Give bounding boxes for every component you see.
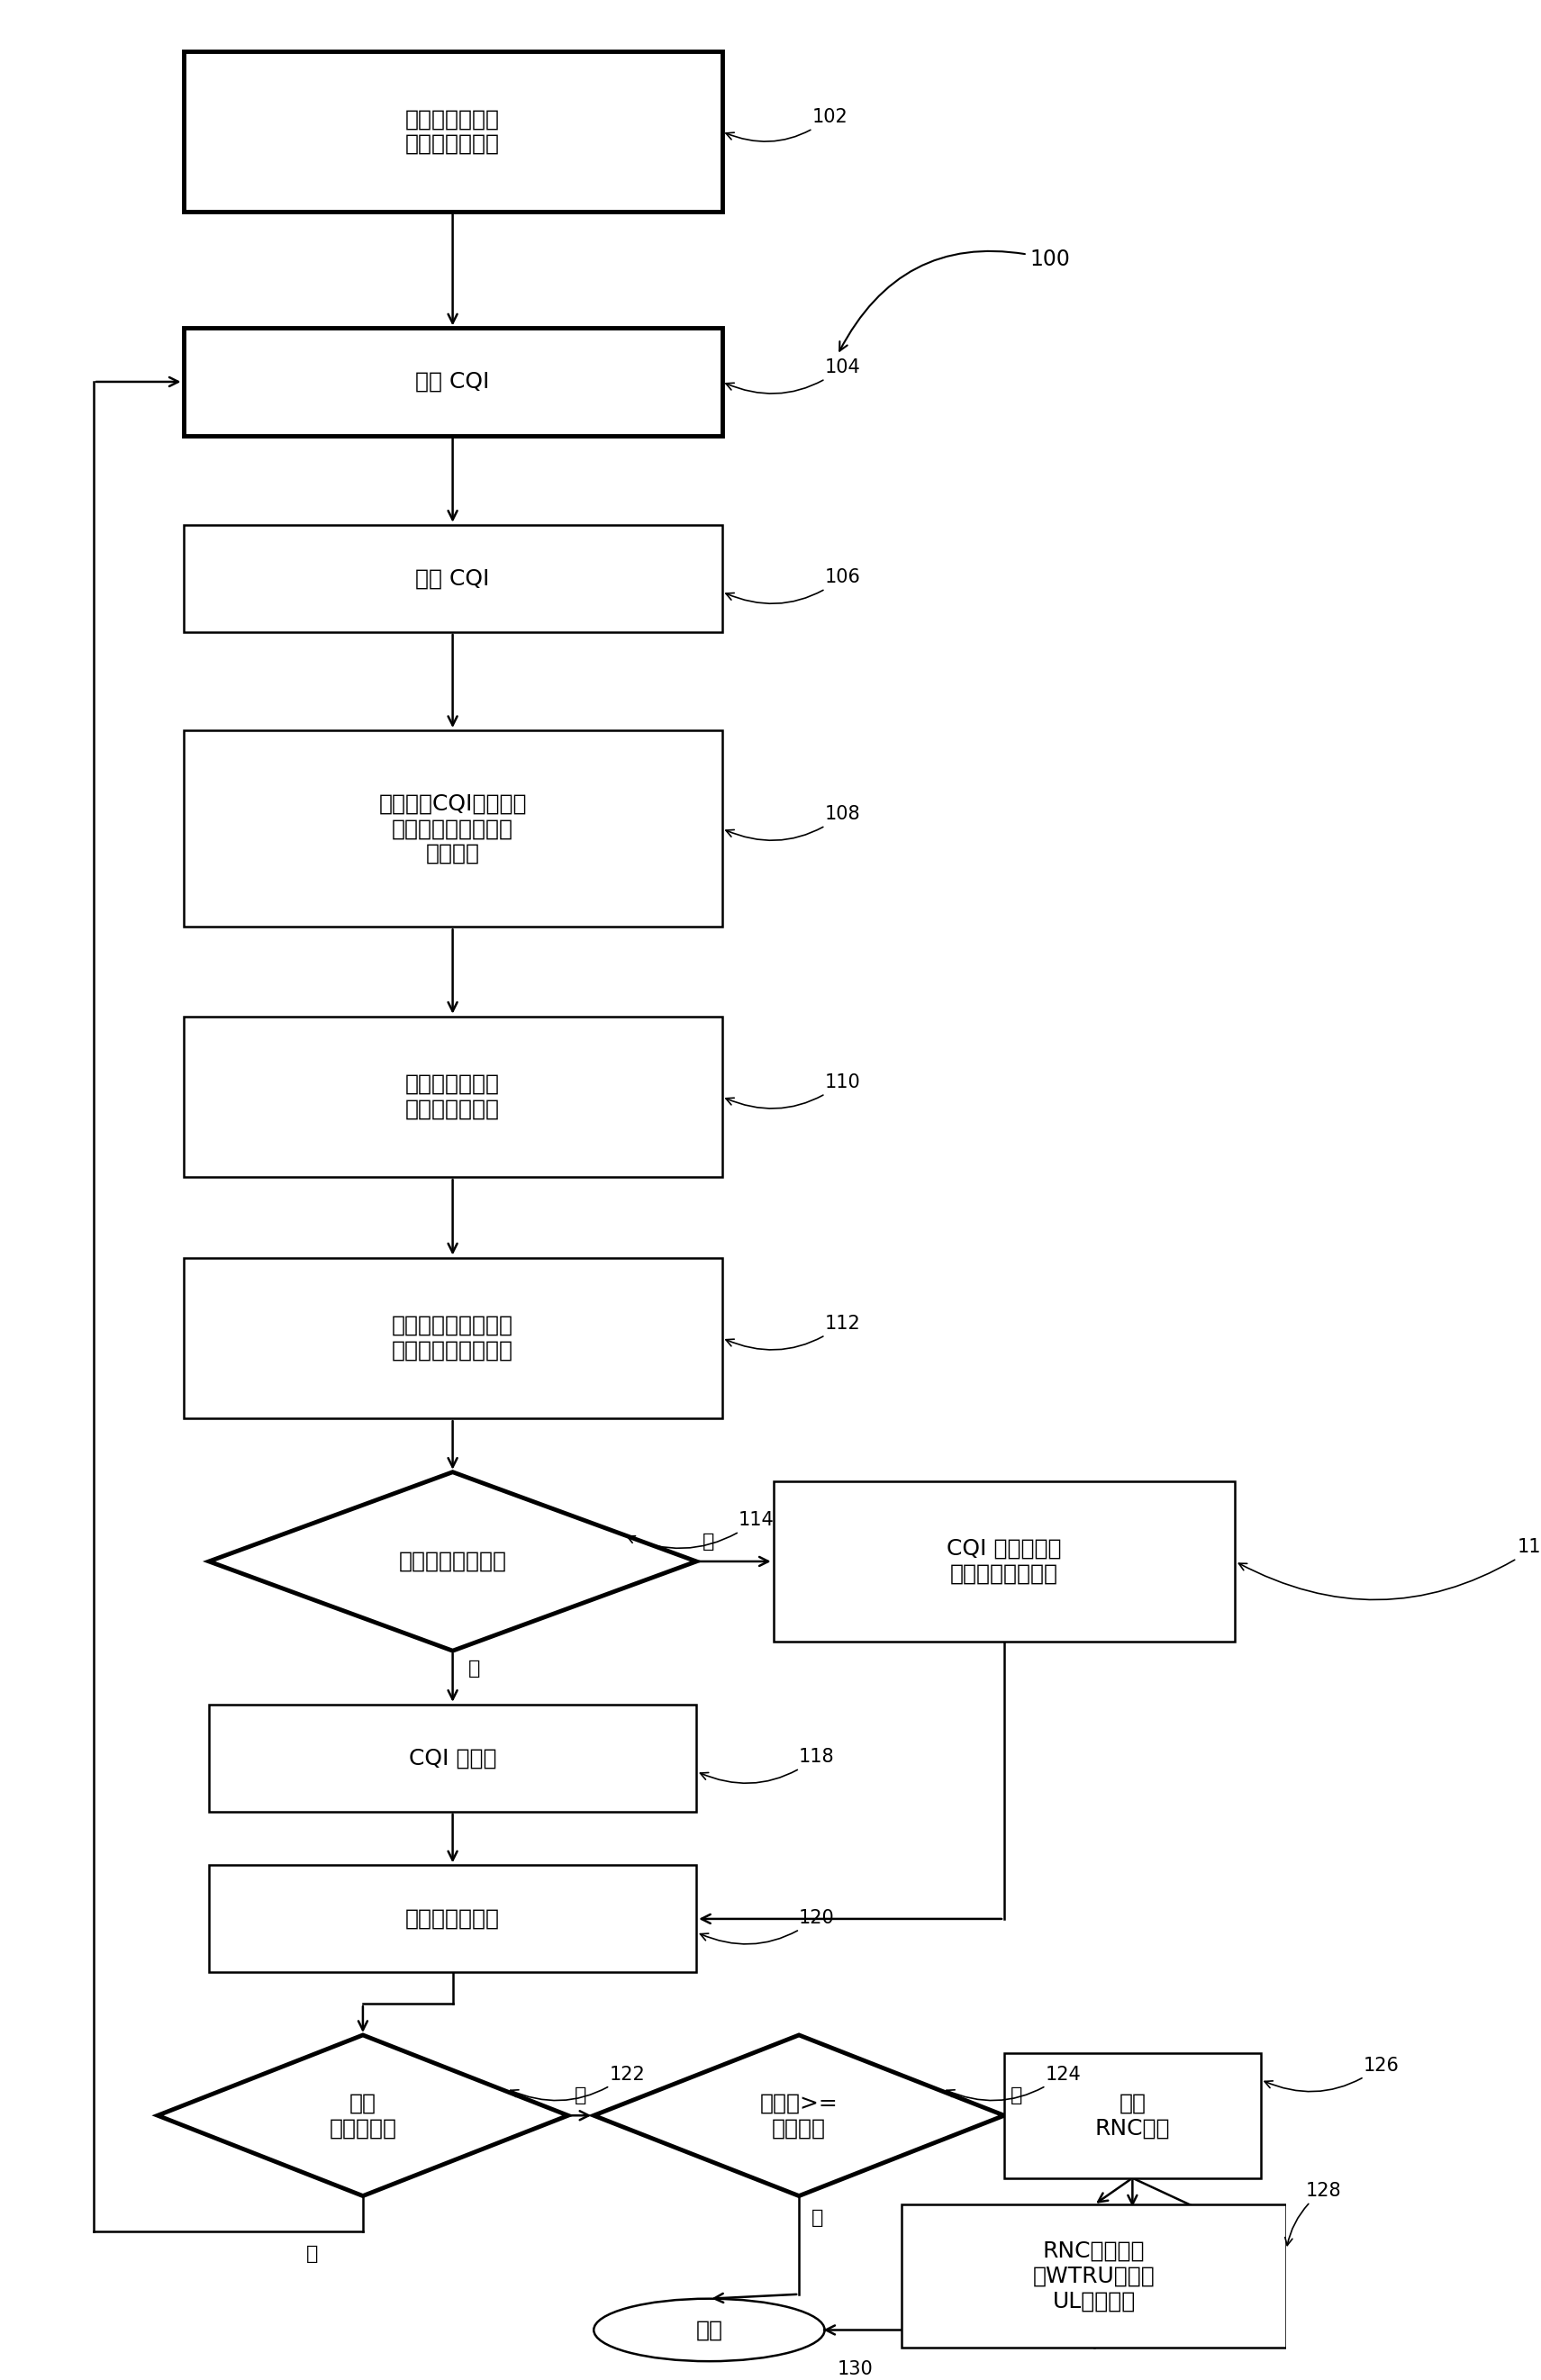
Text: 116: 116: [1239, 1537, 1541, 1599]
Text: 128: 128: [1285, 2182, 1341, 2244]
Text: 接收 CQI: 接收 CQI: [416, 371, 490, 393]
Text: 100: 100: [840, 248, 1071, 350]
Text: 126: 126: [1265, 2056, 1399, 2092]
Bar: [183, 328, 723, 436]
Text: 是: 是: [703, 1533, 715, 1552]
Text: CQI 是好的: CQI 是好的: [408, 1747, 496, 1768]
Text: 120: 120: [700, 1909, 835, 1944]
Polygon shape: [210, 1473, 697, 1652]
Text: 是: 是: [575, 2087, 587, 2104]
Text: 增加计数器的量: 增加计数器的量: [405, 1909, 499, 1930]
Polygon shape: [593, 2035, 1005, 2197]
Text: 112: 112: [726, 1314, 860, 1349]
Bar: [183, 524, 723, 633]
Bar: [183, 1257, 723, 1418]
Text: 发送
RNC信号: 发送 RNC信号: [1094, 2092, 1170, 2140]
Text: 计数器>=
门槛值？: 计数器>= 门槛值？: [760, 2092, 838, 2140]
Bar: [1005, 2054, 1261, 2178]
Text: 114: 114: [627, 1511, 775, 1549]
Text: 102: 102: [726, 107, 848, 140]
Ellipse shape: [593, 2299, 824, 2361]
Text: 差异低于门槛值？: 差异低于门槛值？: [399, 1552, 507, 1573]
Text: 124: 124: [946, 2066, 1082, 2102]
Text: 时间
间隔结束？: 时间 间隔结束？: [330, 2092, 396, 2140]
Text: 118: 118: [700, 1747, 835, 1783]
Text: 122: 122: [510, 2066, 646, 2102]
Bar: [183, 731, 723, 926]
Bar: [210, 1704, 697, 1811]
Text: CQI 很有可能是
错的，所以拥弃他: CQI 很有可能是 错的，所以拥弃他: [946, 1537, 1062, 1585]
Text: 解码 CQI: 解码 CQI: [416, 566, 490, 590]
Text: 对于在该CQI中的每一
符号，计算一判定路
由计量值: 对于在该CQI中的每一 符号，计算一判定路 由计量值: [379, 793, 527, 864]
Text: 结束: 结束: [695, 2318, 723, 2342]
Text: 否: 否: [307, 2244, 317, 2263]
Text: 否: 否: [812, 2209, 824, 2228]
Text: 106: 106: [726, 569, 860, 605]
Bar: [183, 1016, 723, 1178]
Bar: [210, 1866, 697, 1973]
Text: 是: 是: [1011, 2087, 1023, 2104]
Polygon shape: [157, 2035, 569, 2197]
Bar: [183, 50, 723, 212]
Text: 104: 104: [726, 359, 860, 393]
Text: 选择两个最大的
判定路由计量值: 选择两个最大的 判定路由计量值: [405, 1073, 499, 1121]
Text: 110: 110: [726, 1073, 860, 1109]
Text: 130: 130: [837, 2361, 874, 2378]
Text: 否: 否: [468, 1659, 481, 1678]
Bar: [901, 2204, 1287, 2347]
Text: 判定两个最大判定路
由计量值之间的差异: 判定两个最大判定路 由计量值之间的差异: [391, 1314, 513, 1361]
Text: 初始化时间间隔
定时器和计数器: 初始化时间间隔 定时器和计数器: [405, 107, 499, 155]
Text: 108: 108: [726, 804, 860, 840]
Text: RNC发送信号
给WTRU以调整
UL发送功率: RNC发送信号 给WTRU以调整 UL发送功率: [1032, 2240, 1156, 2313]
Bar: [774, 1480, 1234, 1642]
